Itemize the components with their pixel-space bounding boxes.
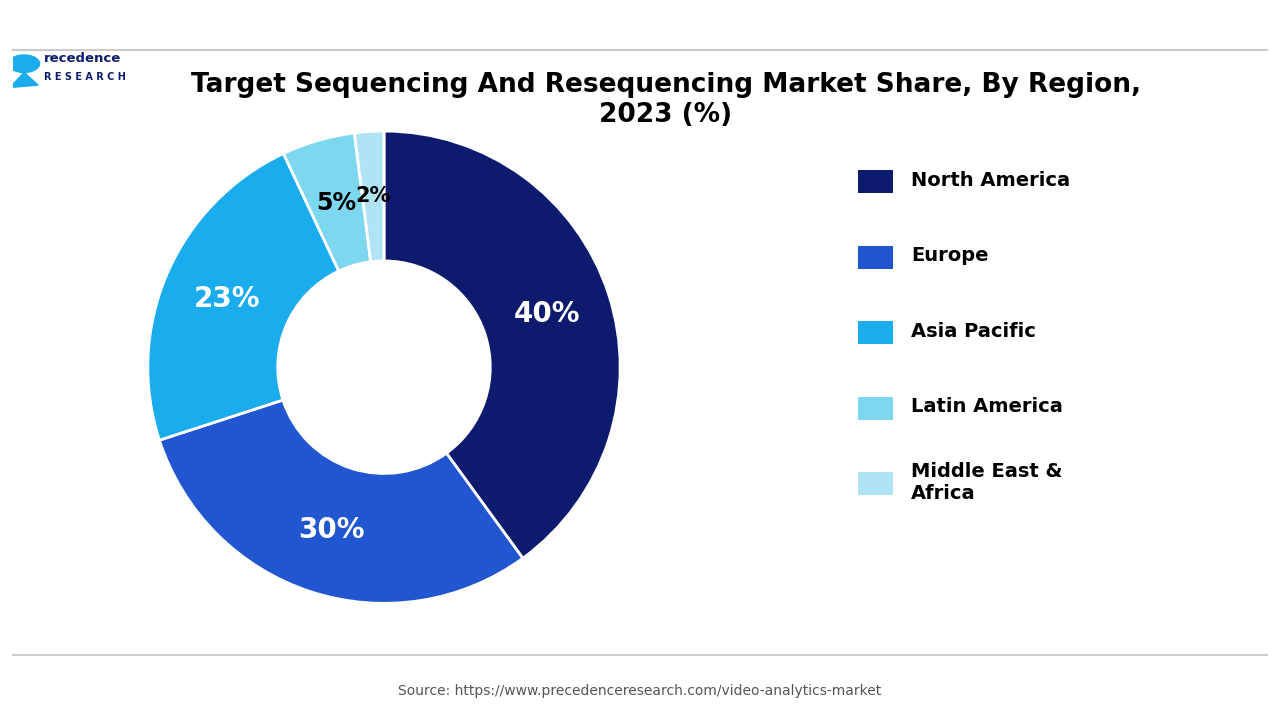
Circle shape: [9, 55, 40, 73]
Polygon shape: [10, 73, 38, 87]
Text: Latin America: Latin America: [911, 397, 1064, 416]
Text: recedence: recedence: [44, 52, 122, 65]
Text: Europe: Europe: [911, 246, 989, 265]
Text: 23%: 23%: [193, 285, 260, 313]
Text: R E S E A R C H: R E S E A R C H: [44, 72, 125, 82]
Text: Source: https://www.precedenceresearch.com/video-analytics-market: Source: https://www.precedenceresearch.c…: [398, 685, 882, 698]
Text: 30%: 30%: [298, 516, 365, 544]
Text: North America: North America: [911, 171, 1070, 189]
Text: Target Sequencing And Resequencing Market Share, By Region,
2023 (%): Target Sequencing And Resequencing Marke…: [191, 72, 1140, 128]
Wedge shape: [283, 133, 371, 271]
Text: Asia Pacific: Asia Pacific: [911, 322, 1037, 341]
Wedge shape: [148, 153, 339, 440]
Wedge shape: [355, 131, 384, 262]
Text: 2%: 2%: [356, 186, 390, 207]
Wedge shape: [384, 131, 620, 558]
Text: 40%: 40%: [513, 300, 580, 328]
Wedge shape: [160, 400, 522, 603]
Text: 5%: 5%: [316, 191, 356, 215]
Text: Middle East &
Africa: Middle East & Africa: [911, 462, 1062, 503]
